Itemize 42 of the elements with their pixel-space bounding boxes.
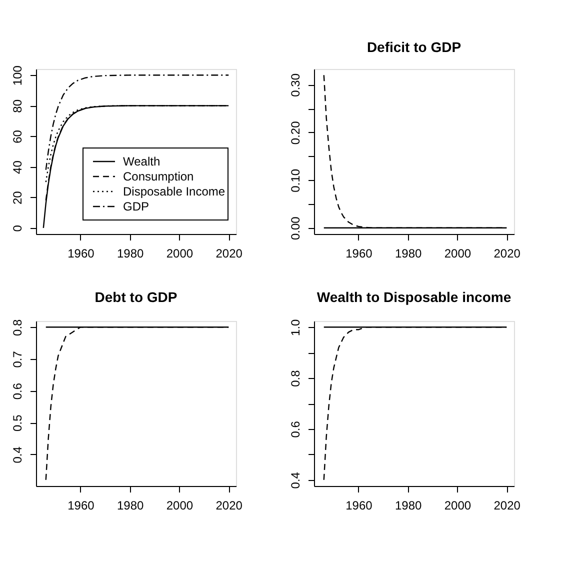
x-tick-label: 2020	[494, 246, 521, 260]
y-tick-label: 0.00	[288, 216, 302, 240]
x-tick-label: 2020	[216, 246, 243, 260]
x-tick-label: 1960	[346, 498, 373, 512]
y-tick-label: 0.20	[288, 120, 302, 145]
x-tick-label: 1980	[116, 246, 144, 260]
y-tick-label: 0.4	[10, 446, 24, 464]
x-tick-label: 1960	[68, 246, 95, 260]
x-tick-label: 1960	[68, 498, 95, 512]
x-tick-label: 1980	[116, 498, 144, 512]
y-tick-label: 0.6	[10, 382, 24, 400]
x-tick-label: 2020	[494, 498, 521, 512]
x-tick-label: 2000	[444, 498, 472, 512]
y-tick-label: 0.30	[288, 73, 302, 97]
x-tick-label: 2000	[166, 246, 194, 260]
y-tick-label: 80	[10, 99, 24, 113]
y-tick-label: 0.7	[10, 350, 24, 368]
y-tick-label: 0.8	[288, 370, 302, 387]
legend-label: Wealth	[123, 154, 160, 168]
y-tick-label: 0.8	[10, 318, 24, 336]
x-tick-label: 2000	[166, 498, 194, 512]
y-tick-label: 20	[10, 190, 24, 205]
legend-label: Disposable Income	[123, 184, 226, 198]
y-tick-label: 1.0	[288, 318, 302, 336]
x-tick-label: 2020	[216, 498, 243, 512]
y-tick-label: 0	[10, 224, 24, 232]
y-tick-label: 0.6	[288, 420, 302, 438]
y-tick-label: 0.4	[288, 472, 302, 489]
chart-title: Wealth to Disposable income	[316, 288, 512, 305]
y-tick-label: 100	[10, 65, 24, 86]
y-tick-label: 0.10	[288, 168, 302, 192]
x-tick-label: 1980	[394, 246, 422, 260]
x-tick-label: 1980	[394, 498, 422, 512]
legend-label: GDP	[123, 200, 150, 214]
y-tick-label: 40	[10, 160, 24, 174]
x-tick-label: 2000	[444, 246, 472, 260]
x-tick-label: 1960	[346, 246, 373, 260]
chart-title: Debt to GDP	[94, 288, 178, 305]
legend-label: Consumption	[123, 170, 194, 184]
chart-title: Deficit to GDP	[366, 39, 462, 55]
y-tick-label: 0.5	[10, 414, 24, 432]
y-tick-label: 60	[10, 130, 24, 144]
